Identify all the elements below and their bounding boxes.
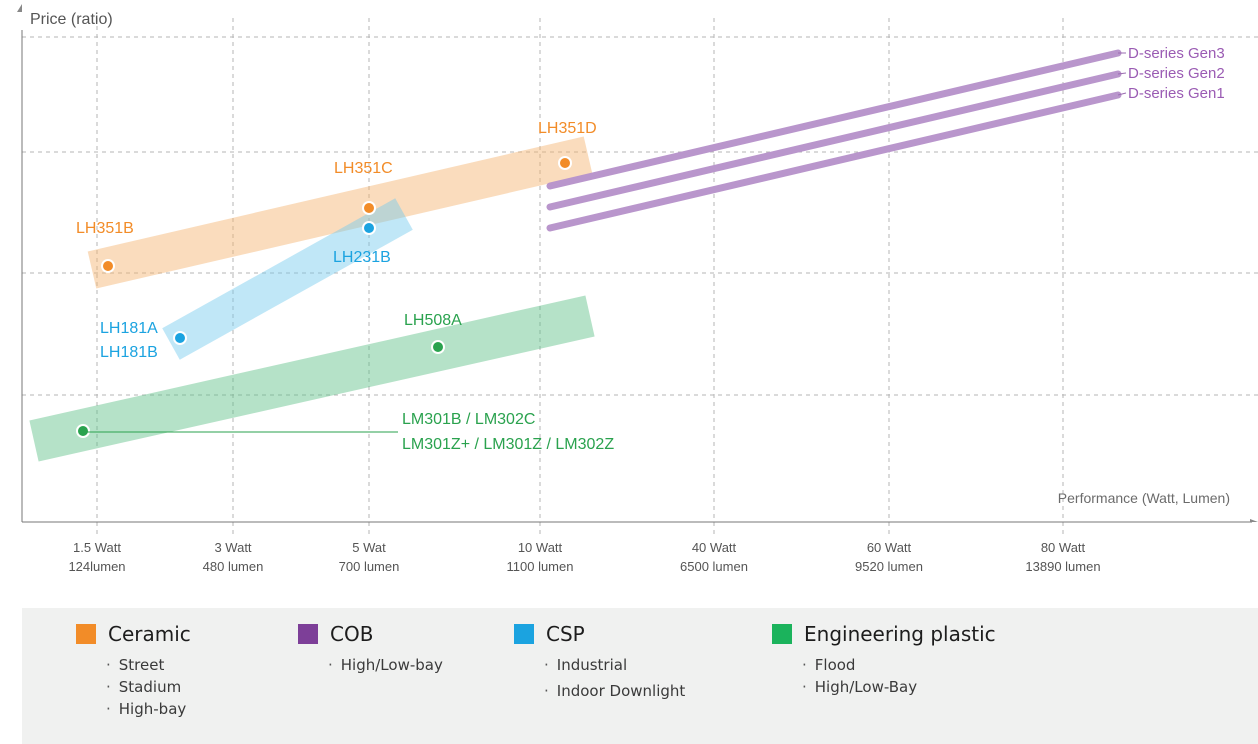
- x-tick-watt: 80 Watt: [1041, 540, 1086, 555]
- csp-swatch: [514, 624, 534, 644]
- chart: Price (ratio) Performance (Watt, Lumen) …: [17, 4, 1258, 574]
- data-point: [101, 259, 115, 273]
- legend-ceramic: Ceramic Street Stadium High-bay: [76, 622, 191, 720]
- point-labels: LH351B LH351C LH351D LH231B LH181A LH181B LH50…: [76, 120, 614, 453]
- legend-item: Stadium: [106, 676, 191, 698]
- legend-title: Engineering plastic: [804, 622, 996, 646]
- data-point: [362, 221, 376, 235]
- data-label: LM301Z+ / LM301Z / LM302Z: [402, 436, 614, 453]
- cob-lines: D-series Gen3 D-series Gen2 D-series Gen1: [546, 45, 1225, 232]
- legend-engineering-plastic: Engineering plastic Flood High/Low-Bay: [772, 622, 996, 698]
- legend-item: Indoor Downlight: [544, 680, 686, 702]
- engineering-plastic-swatch: [772, 624, 792, 644]
- data-point: [558, 156, 572, 170]
- legend-item: Flood: [802, 654, 996, 676]
- legend-item: High/Low-bay: [328, 654, 443, 676]
- cob-line-label: D-series Gen2: [1128, 65, 1225, 82]
- y-axis-arrow: [17, 4, 22, 12]
- x-axis-label: Performance (Watt, Lumen): [1058, 490, 1230, 506]
- data-point: [173, 331, 187, 345]
- x-tick-lumen: 9520 lumen: [855, 559, 923, 574]
- legend-item: Street: [106, 654, 191, 676]
- grid: [22, 18, 1258, 538]
- csp-band: [162, 198, 413, 360]
- data-point: [76, 424, 90, 438]
- data-point: [362, 201, 376, 215]
- x-tick-lumen: 6500 lumen: [680, 559, 748, 574]
- data-label: LH351C: [334, 160, 393, 177]
- ceramic-swatch: [76, 624, 96, 644]
- cob-swatch: [298, 624, 318, 644]
- axes: Price (ratio) Performance (Watt, Lumen): [17, 4, 1258, 523]
- legend-item: High/Low-Bay: [802, 676, 996, 698]
- data-label: LH351D: [538, 120, 597, 137]
- bands: [29, 136, 595, 462]
- cob-leader: [1117, 92, 1127, 96]
- engineering-plastic-band: [29, 295, 595, 462]
- legend-item: High-bay: [106, 698, 191, 720]
- x-tick-watt: 60 Watt: [867, 540, 912, 555]
- ceramic-band: [87, 136, 593, 289]
- legend-title: COB: [330, 622, 374, 646]
- cob-line-label: D-series Gen3: [1128, 45, 1225, 62]
- x-tick-lumen: 480 lumen: [203, 559, 264, 574]
- legend-item: Industrial: [544, 654, 685, 676]
- x-tick-lumen: 13890 lumen: [1025, 559, 1100, 574]
- legend-title: Ceramic: [108, 622, 191, 646]
- cob-line-label: D-series Gen1: [1128, 85, 1225, 102]
- cob-line: [546, 70, 1122, 211]
- x-ticks: 1.5 Watt 124lumen 3 Watt 480 lumen 5 Wat 700 …: [68, 540, 1100, 574]
- legend-title: CSP: [546, 622, 585, 646]
- data-point: [431, 340, 445, 354]
- x-tick-watt: 10 Watt: [518, 540, 563, 555]
- data-label: LH508A: [404, 312, 462, 329]
- legend-csp: CSP Industrial Indoor Downlight: [514, 622, 685, 702]
- x-axis-arrow: [1250, 519, 1258, 522]
- x-tick-watt: 3 Watt: [214, 540, 251, 555]
- y-axis-label: Price (ratio): [30, 11, 113, 28]
- data-label: LH231B: [333, 249, 391, 266]
- legend-cob: COB High/Low-bay: [298, 622, 443, 676]
- x-tick-lumen: 700 lumen: [339, 559, 400, 574]
- data-label: LH351B: [76, 220, 134, 237]
- cob-line: [546, 91, 1122, 232]
- x-tick-watt: 40 Watt: [692, 540, 737, 555]
- data-label: LM301B / LM302C: [402, 411, 535, 428]
- cob-leader: [1117, 72, 1127, 75]
- x-tick-lumen: 1100 lumen: [507, 559, 574, 574]
- cob-line: [546, 49, 1122, 190]
- x-tick-watt: 5 Wat: [352, 540, 386, 555]
- data-label: LH181A: [100, 320, 158, 337]
- legend-panel: Ceramic Street Stadium High-bay COB High…: [22, 608, 1258, 744]
- x-tick-watt: 1.5 Watt: [73, 540, 121, 555]
- x-tick-lumen: 124lumen: [68, 559, 125, 574]
- data-label: LH181B: [100, 344, 158, 361]
- points: [76, 156, 572, 438]
